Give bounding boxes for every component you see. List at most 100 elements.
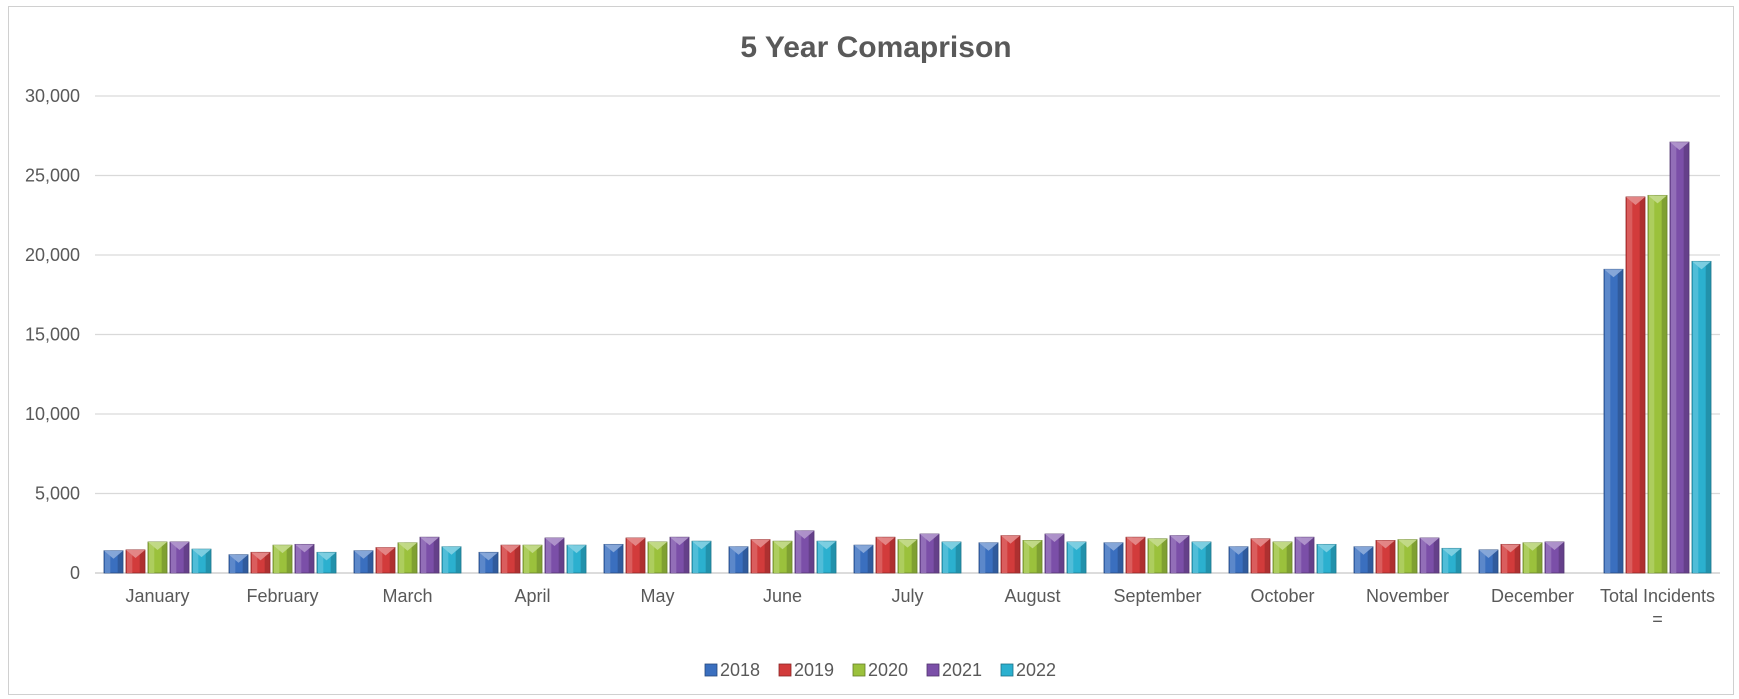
x-tick-label: September bbox=[1113, 586, 1201, 606]
bar-2021 bbox=[294, 543, 315, 574]
bar-2022 bbox=[816, 540, 837, 574]
bars bbox=[103, 141, 1712, 574]
y-tick-label: 0 bbox=[70, 563, 80, 583]
legend-swatch bbox=[704, 663, 718, 677]
x-tick-label: January bbox=[125, 586, 189, 606]
x-tick-label: November bbox=[1366, 586, 1449, 606]
y-tick-label: 25,000 bbox=[25, 166, 80, 186]
bar-2022 bbox=[1191, 541, 1212, 574]
x-tick-label: February bbox=[246, 586, 318, 606]
bar-2022 bbox=[691, 540, 712, 574]
bar-2018 bbox=[353, 550, 374, 574]
legend-swatch bbox=[852, 663, 866, 677]
bar-2021 bbox=[169, 541, 190, 574]
bar-2020 bbox=[1522, 542, 1543, 574]
bar-2020 bbox=[1147, 538, 1168, 574]
bar-2021 bbox=[919, 533, 940, 574]
y-tick-label: 15,000 bbox=[25, 325, 80, 345]
bar-2020 bbox=[1272, 541, 1293, 574]
bar-2019 bbox=[625, 537, 646, 574]
bar-2020 bbox=[272, 544, 293, 574]
y-axis: 0 5,000 10,000 15,000 20,000 25,000 30,000 bbox=[25, 86, 80, 583]
bar-2019 bbox=[125, 549, 146, 574]
bar-2019 bbox=[1625, 196, 1646, 574]
bar-2021 bbox=[419, 536, 440, 574]
bar-2018 bbox=[1103, 542, 1124, 574]
bar-2018 bbox=[728, 546, 749, 574]
bar-2020 bbox=[1647, 194, 1668, 574]
bar-2022 bbox=[1066, 541, 1087, 574]
bar-2021 bbox=[669, 536, 690, 574]
bar-2019 bbox=[1375, 540, 1396, 574]
legend-swatch bbox=[778, 663, 792, 677]
chart-area bbox=[8, 6, 1734, 695]
x-tick-label: March bbox=[382, 586, 432, 606]
bar-2022 bbox=[191, 548, 212, 574]
legend-item-2018: 2018 bbox=[704, 660, 760, 680]
x-tick-label: June bbox=[763, 586, 802, 606]
bar-2021 bbox=[1044, 533, 1065, 574]
bar-2022 bbox=[1316, 543, 1337, 574]
legend-label: 2018 bbox=[720, 660, 760, 680]
bar-2018 bbox=[1228, 546, 1249, 574]
bar-2019 bbox=[375, 547, 396, 574]
legend-item-2020: 2020 bbox=[852, 660, 908, 680]
bar-2020 bbox=[772, 540, 793, 574]
bar-2019 bbox=[750, 539, 771, 574]
bar-2021 bbox=[1419, 537, 1440, 574]
x-tick-label: May bbox=[640, 586, 674, 606]
bar-2020 bbox=[1022, 540, 1043, 574]
bar-2018 bbox=[1353, 546, 1374, 574]
legend: 2018 2019 2020 2021 2022 bbox=[704, 660, 1056, 680]
legend-label: 2021 bbox=[942, 660, 982, 680]
bar-2022 bbox=[566, 544, 587, 574]
bar-2020 bbox=[397, 542, 418, 574]
bar-2020 bbox=[897, 539, 918, 574]
y-tick-label: 30,000 bbox=[25, 86, 80, 106]
bar-2019 bbox=[1000, 535, 1021, 574]
bar-2019 bbox=[1500, 543, 1521, 574]
x-axis: January February March April May June July Augu… bbox=[125, 586, 1715, 629]
bar-2020 bbox=[1397, 539, 1418, 574]
y-tick-label: 10,000 bbox=[25, 404, 80, 424]
legend-label: 2022 bbox=[1016, 660, 1056, 680]
bar-2019 bbox=[500, 544, 521, 574]
bar-2019 bbox=[250, 551, 271, 574]
legend-item-2019: 2019 bbox=[778, 660, 834, 680]
gridlines bbox=[95, 95, 1720, 574]
chart-title: 5 Year Comaprison bbox=[740, 31, 1011, 64]
bar-2018 bbox=[978, 542, 999, 574]
bar-2022 bbox=[1691, 260, 1712, 574]
bar-2019 bbox=[1250, 538, 1271, 574]
bar-2022 bbox=[441, 546, 462, 574]
bar-2022 bbox=[316, 551, 337, 574]
legend-swatch bbox=[926, 663, 940, 677]
bar-2021 bbox=[1669, 141, 1690, 574]
x-tick-label: Total Incidents bbox=[1600, 586, 1715, 606]
bar-2021 bbox=[1544, 541, 1565, 574]
y-tick-label: 5,000 bbox=[35, 484, 80, 504]
legend-label: 2019 bbox=[794, 660, 834, 680]
legend-label: 2020 bbox=[868, 660, 908, 680]
bar-2021 bbox=[794, 530, 815, 574]
bar-2021 bbox=[1294, 536, 1315, 574]
bar-2018 bbox=[228, 554, 249, 574]
legend-item-2021: 2021 bbox=[926, 660, 982, 680]
bar-2018 bbox=[103, 550, 124, 574]
bar-2020 bbox=[522, 544, 543, 574]
bar-2019 bbox=[875, 536, 896, 574]
bar-2021 bbox=[544, 537, 565, 574]
x-tick-label: = bbox=[1652, 609, 1663, 629]
bar-2022 bbox=[1441, 547, 1462, 574]
bar-2018 bbox=[853, 544, 874, 574]
x-tick-label: December bbox=[1491, 586, 1574, 606]
bar-2020 bbox=[647, 541, 668, 574]
bar-2019 bbox=[1125, 536, 1146, 574]
bar-2021 bbox=[1169, 535, 1190, 574]
x-tick-label: July bbox=[891, 586, 923, 606]
legend-swatch bbox=[1000, 663, 1014, 677]
y-tick-label: 20,000 bbox=[25, 245, 80, 265]
x-tick-label: October bbox=[1250, 586, 1314, 606]
bar-2018 bbox=[1478, 549, 1499, 574]
